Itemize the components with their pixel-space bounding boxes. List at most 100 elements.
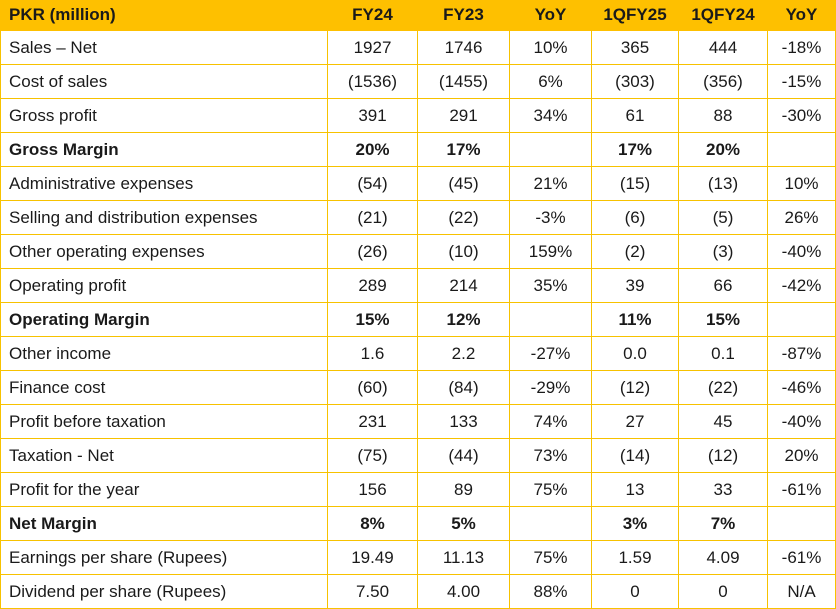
cell-1qfy24: 15% — [678, 302, 768, 337]
cell-fy24: 1.6 — [327, 336, 418, 371]
cell-fy23: (84) — [417, 370, 510, 405]
table-row: Operating profit 289 214 35% 39 66 -42% — [0, 268, 836, 303]
cell-fy24: (54) — [327, 166, 418, 201]
cell-fy23: 11.13 — [417, 540, 510, 575]
row-label: Operating Margin — [0, 302, 328, 337]
cell-1qfy24: (5) — [678, 200, 768, 235]
cell-yoy-annual — [509, 132, 592, 167]
cell-yoy-quarterly — [767, 302, 836, 337]
cell-1qfy25: 39 — [591, 268, 679, 303]
cell-yoy-quarterly: -87% — [767, 336, 836, 371]
cell-fy23: 214 — [417, 268, 510, 303]
cell-fy23: (45) — [417, 166, 510, 201]
cell-fy24: (1536) — [327, 64, 418, 99]
cell-fy23: 5% — [417, 506, 510, 541]
cell-1qfy25: (15) — [591, 166, 679, 201]
cell-1qfy24: 0 — [678, 574, 768, 609]
cell-1qfy24: 7% — [678, 506, 768, 541]
cell-1qfy25: (6) — [591, 200, 679, 235]
cell-fy23: 291 — [417, 98, 510, 133]
row-label: Operating profit — [0, 268, 328, 303]
table-body: Sales – Net 1927 1746 10% 365 444 -18% Cost of … — [0, 30, 836, 609]
cell-fy24: 289 — [327, 268, 418, 303]
cell-fy24: 391 — [327, 98, 418, 133]
row-label: Profit before taxation — [0, 404, 328, 439]
cell-1qfy24: (22) — [678, 370, 768, 405]
cell-1qfy25: 11% — [591, 302, 679, 337]
cell-fy24: (21) — [327, 200, 418, 235]
row-label: Profit for the year — [0, 472, 328, 507]
cell-1qfy24: 45 — [678, 404, 768, 439]
cell-fy24: 8% — [327, 506, 418, 541]
cell-yoy-quarterly: -40% — [767, 234, 836, 269]
table-row: Other operating expenses (26) (10) 159% (2)(… — [0, 234, 836, 269]
cell-yoy-quarterly: -18% — [767, 30, 836, 65]
cell-yoy-annual: -27% — [509, 336, 592, 371]
cell-1qfy24: (12) — [678, 438, 768, 473]
cell-fy23: (10) — [417, 234, 510, 269]
cell-1qfy25: (12) — [591, 370, 679, 405]
cell-yoy-quarterly: 20% — [767, 438, 836, 473]
row-label: Cost of sales — [0, 64, 328, 99]
cell-1qfy24: 33 — [678, 472, 768, 507]
cell-fy24: (75) — [327, 438, 418, 473]
cell-yoy-annual: 88% — [509, 574, 592, 609]
table-row: Gross Margin 20% 17% 17% 20% — [0, 132, 836, 167]
cell-yoy-quarterly: -30% — [767, 98, 836, 133]
cell-yoy-quarterly: N/A — [767, 574, 836, 609]
row-label: Selling and distribution expenses — [0, 200, 328, 235]
cell-1qfy25: 61 — [591, 98, 679, 133]
header-yoy-quarterly: YoY — [767, 0, 836, 31]
row-label: Dividend per share (Rupees) — [0, 574, 328, 609]
cell-1qfy25: 3% — [591, 506, 679, 541]
row-label: Net Margin — [0, 506, 328, 541]
cell-1qfy25: 1.59 — [591, 540, 679, 575]
cell-yoy-annual: -3% — [509, 200, 592, 235]
table-header: PKR (million) FY24 FY23 YoY 1QFY25 1QFY2… — [0, 0, 836, 31]
header-yoy-annual: YoY — [509, 0, 592, 31]
header-1qfy25: 1QFY25 — [591, 0, 679, 31]
cell-yoy-quarterly: -61% — [767, 472, 836, 507]
table-row: Administrative expenses (54) (45) 21% (15) (1… — [0, 166, 836, 201]
cell-fy24: 15% — [327, 302, 418, 337]
row-label: Gross Margin — [0, 132, 328, 167]
cell-yoy-annual: 73% — [509, 438, 592, 473]
cell-fy24: 1927 — [327, 30, 418, 65]
cell-fy23: (1455) — [417, 64, 510, 99]
cell-1qfy24: 4.09 — [678, 540, 768, 575]
cell-fy24: 231 — [327, 404, 418, 439]
table-row: Sales – Net 1927 1746 10% 365 444 -18% — [0, 30, 836, 65]
cell-fy23: 1746 — [417, 30, 510, 65]
row-label: Finance cost — [0, 370, 328, 405]
table-row: Net Margin 8% 5% 3% 7% — [0, 506, 836, 541]
cell-yoy-annual: 159% — [509, 234, 592, 269]
row-label: Taxation - Net — [0, 438, 328, 473]
header-units: PKR (million) — [0, 0, 328, 31]
table-row: Taxation - Net (75) (44) 73% (14) (12) 20% — [0, 438, 836, 473]
header-1qfy24: 1QFY24 — [678, 0, 768, 31]
cell-1qfy25: (303) — [591, 64, 679, 99]
cell-1qfy25: 0 — [591, 574, 679, 609]
cell-yoy-annual: 75% — [509, 540, 592, 575]
table-row: Operating Margin 15% 12% 11% 15% — [0, 302, 836, 337]
table-row: Earnings per share (Rupees) 19.49 11.13 75%… — [0, 540, 836, 575]
cell-yoy-annual — [509, 506, 592, 541]
cell-1qfy25: 13 — [591, 472, 679, 507]
table-row: Other income 1.6 2.2 -27% 0.0 0.1 -87% — [0, 336, 836, 371]
cell-1qfy24: 0.1 — [678, 336, 768, 371]
cell-yoy-quarterly: -61% — [767, 540, 836, 575]
header-fy23: FY23 — [417, 0, 510, 31]
cell-yoy-annual: 35% — [509, 268, 592, 303]
cell-fy24: 20% — [327, 132, 418, 167]
cell-1qfy25: 27 — [591, 404, 679, 439]
cell-yoy-quarterly — [767, 132, 836, 167]
cell-1qfy25: (14) — [591, 438, 679, 473]
cell-fy23: 133 — [417, 404, 510, 439]
cell-fy23: (44) — [417, 438, 510, 473]
cell-fy23: 2.2 — [417, 336, 510, 371]
cell-1qfy25: 365 — [591, 30, 679, 65]
cell-yoy-quarterly: -15% — [767, 64, 836, 99]
cell-yoy-quarterly: -42% — [767, 268, 836, 303]
cell-1qfy24: 20% — [678, 132, 768, 167]
